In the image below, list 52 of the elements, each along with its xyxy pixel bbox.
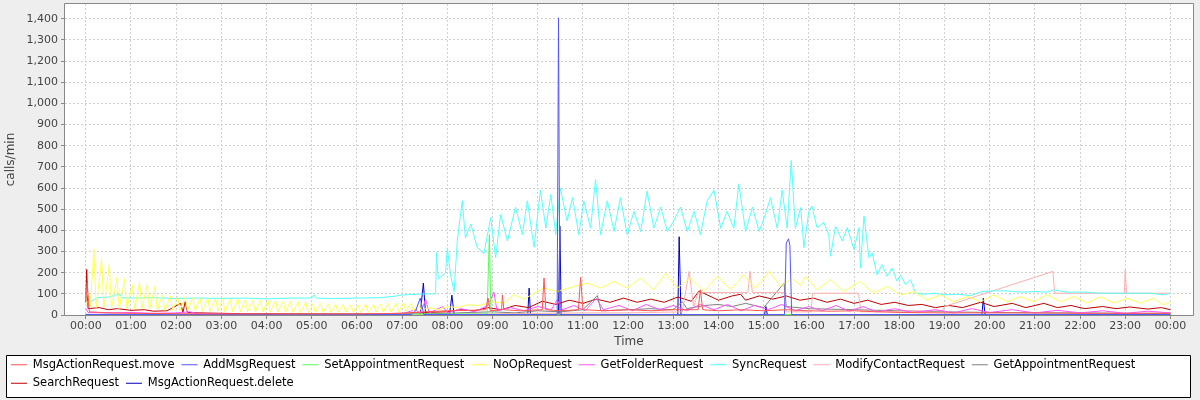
x-tick-label: 20:00 bbox=[973, 319, 1006, 333]
x-axis-title: Time bbox=[613, 333, 644, 348]
y-tick-label: 1,000 bbox=[26, 96, 58, 110]
y-tick-label: 400 bbox=[37, 223, 58, 237]
y-tick-label: 1,300 bbox=[26, 32, 58, 46]
x-tick-label: 09:00 bbox=[476, 319, 509, 333]
x-tick-label: 18:00 bbox=[883, 319, 916, 333]
x-tick-label: 08:00 bbox=[431, 319, 464, 333]
y-axis-title: calls/min bbox=[3, 132, 18, 187]
x-tick-label: 21:00 bbox=[1018, 319, 1051, 333]
legend-label: MsgActionRequest.move bbox=[32, 356, 175, 371]
x-tick-label: 02:00 bbox=[160, 319, 193, 333]
y-tick-label: 0 bbox=[51, 307, 58, 321]
y-tick-label: 100 bbox=[37, 286, 58, 300]
legend-label: SearchRequest bbox=[32, 375, 120, 390]
y-tick-label: 1,100 bbox=[26, 75, 58, 89]
y-tick-label: 1,400 bbox=[26, 11, 58, 25]
x-tick-label: 05:00 bbox=[295, 319, 328, 333]
y-tick-label: 600 bbox=[37, 180, 58, 194]
x-tick-label: 03:00 bbox=[205, 319, 238, 333]
legend-label: AddMsgRequest bbox=[203, 356, 296, 371]
y-tick-label: 200 bbox=[37, 265, 58, 279]
legend-label: ModifyContactRequest bbox=[835, 356, 966, 371]
x-tick-label: 15:00 bbox=[747, 319, 780, 333]
x-tick-label: 12:00 bbox=[612, 319, 644, 333]
x-tick-label: 23:00 bbox=[1109, 319, 1142, 333]
x-tick-label: 07:00 bbox=[386, 319, 418, 333]
legend-label: GetFolderRequest bbox=[600, 356, 704, 371]
x-tick-label: 17:00 bbox=[838, 319, 870, 333]
x-tick-label: 06:00 bbox=[341, 319, 373, 333]
legend-label: GetAppointmentRequest bbox=[993, 356, 1136, 371]
legend-label: NoOpRequest bbox=[493, 356, 573, 371]
x-tick-label: 19:00 bbox=[928, 319, 961, 333]
y-tick-label: 500 bbox=[37, 202, 58, 216]
y-tick-label: 800 bbox=[37, 138, 58, 152]
y-tick-label: 900 bbox=[37, 117, 58, 131]
y-tick-label: 700 bbox=[37, 159, 58, 173]
legend-label: SyncRequest bbox=[732, 356, 807, 371]
x-tick-label: 22:00 bbox=[1064, 319, 1096, 333]
x-tick-label: 16:00 bbox=[793, 319, 825, 333]
x-tick-label: 13:00 bbox=[657, 319, 690, 333]
legend-label: SetAppointmentRequest bbox=[324, 356, 465, 371]
x-tick-label: 01:00 bbox=[115, 319, 147, 333]
legend-label: MsgActionRequest.delete bbox=[147, 375, 294, 390]
y-tick-label: 1,200 bbox=[26, 53, 58, 67]
x-tick-label: 11:00 bbox=[567, 319, 599, 333]
x-tick-label: 04:00 bbox=[250, 319, 283, 333]
y-tick-label: 300 bbox=[37, 244, 58, 258]
x-tick-label: 14:00 bbox=[702, 319, 735, 333]
x-tick-label: 10:00 bbox=[521, 319, 554, 333]
x-tick-label: 00:00 bbox=[69, 319, 102, 333]
x-tick-label: 00:00 bbox=[1154, 319, 1187, 333]
